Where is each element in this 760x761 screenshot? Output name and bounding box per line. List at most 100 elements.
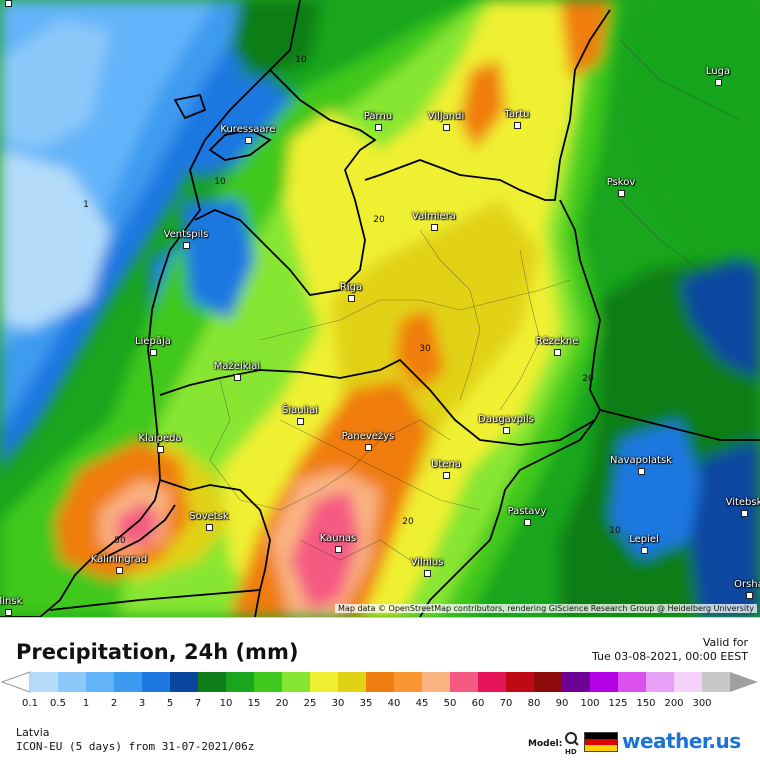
scale-tick-label: 0.1 [22,698,38,709]
scale-swatch [674,672,703,692]
scale-swatch [590,672,619,692]
city-label: Sovetsk [189,511,229,522]
city-marker [116,567,123,574]
city-marker [514,122,521,129]
scale-tick-label: 30 [331,698,345,709]
scale-right-arrow [730,672,758,692]
city-label: Riga [339,282,363,293]
city-marker [638,468,645,475]
contour-label: 20 [582,374,594,384]
svg-text:HD: HD [565,748,577,755]
city-label: Orsha [734,579,760,590]
city-label: Luga [705,66,731,77]
scale-swatch [254,672,283,692]
contour-label: 20 [402,517,414,527]
city-marker [5,0,12,7]
city-label: Viljandi [427,111,465,122]
scale-tick-label: 60 [471,698,485,709]
scale-tick-label: 300 [692,698,712,709]
city-marker [503,427,510,434]
city-label: Rēzekne [535,336,579,347]
scale-tick-label: 2 [110,698,118,709]
city-label: Utena [431,459,461,470]
region-name: Latvia [16,726,50,739]
contour-label: 10 [214,177,226,187]
scale-tick-label: 40 [387,698,401,709]
brand-logo[interactable]: weather.us [622,729,741,753]
model-run: ICON-EU (5 days) from 31-07-2021/06z [16,740,255,753]
scale-swatch [394,672,423,692]
scale-swatch [702,672,731,692]
city-label: Minsk [0,596,23,607]
color-scale [0,671,758,693]
precipitation-map[interactable]: Pärnu Viljandi Tartu Luga Kuressaare Pskov Val… [0,0,760,617]
map-canvas [0,0,760,617]
city-label: Pastavy [507,506,547,517]
city-label: Pärnu [363,111,393,122]
valid-for-label: Valid for [702,636,748,649]
scale-tick-label: 15 [247,698,261,709]
city-label: Klaipėda [138,433,182,444]
scale-swatch [310,672,339,692]
contour-label: 20 [373,215,385,225]
contour-label: 50 [114,536,126,546]
scale-tick-label: 35 [359,698,373,709]
scale-swatch [226,672,255,692]
city-label: Lepiel [629,534,659,545]
scale-swatch [478,672,507,692]
city-marker [741,510,748,517]
scale-tick-label: 25 [303,698,317,709]
scale-swatch [506,672,535,692]
city-marker [335,546,342,553]
city-marker [641,547,648,554]
contour-label: 10 [295,55,307,65]
scale-tick-label: 125 [608,698,628,709]
city-marker [375,124,382,131]
city-label: Šiauliai [281,405,319,416]
scale-tick-label: 80 [527,698,541,709]
city-label: Valmiera [412,211,456,222]
city-label: Ventspils [163,229,209,240]
city-label: Panevėžys [341,431,395,442]
scale-swatch [534,672,563,692]
scale-tick-label: 20 [275,698,289,709]
city-marker [715,79,722,86]
city-label: Mažeikiai [213,361,261,372]
scale-swatch [198,672,227,692]
city-marker [365,444,372,451]
scale-tick-label: 10 [219,698,233,709]
city-marker [150,349,157,356]
scale-tick-label: 200 [664,698,684,709]
city-marker [524,519,531,526]
scale-swatch [30,672,59,692]
city-marker [183,242,190,249]
city-marker [424,570,431,577]
city-marker [431,224,438,231]
city-marker [157,446,164,453]
contour-label: 30 [419,344,431,354]
scale-swatch [282,672,311,692]
city-marker [234,374,241,381]
city-label: Kaunas [319,533,357,544]
city-label: Kaliningrad [90,554,148,565]
scale-swatch [618,672,647,692]
city-label: Pskov [606,177,636,188]
scale-swatch [142,672,171,692]
scale-tick-label: 100 [580,698,600,709]
contour-label: 10 [609,526,621,536]
scale-swatch [114,672,143,692]
scale-swatch [86,672,115,692]
germany-flag-icon [584,732,618,752]
qhd-icon: HD [565,732,579,755]
scale-swatch [562,672,591,692]
city-label: Vitebsk [725,497,760,508]
city-marker [297,418,304,425]
scale-tick-label: 7 [194,698,202,709]
scale-tick-label: 1 [82,698,90,709]
city-marker [245,137,252,144]
city-label: Vilnius [410,557,444,568]
scale-swatch [170,672,199,692]
scale-tick-label: 150 [636,698,656,709]
city-marker [5,609,12,616]
contour-label: 1 [83,200,89,210]
